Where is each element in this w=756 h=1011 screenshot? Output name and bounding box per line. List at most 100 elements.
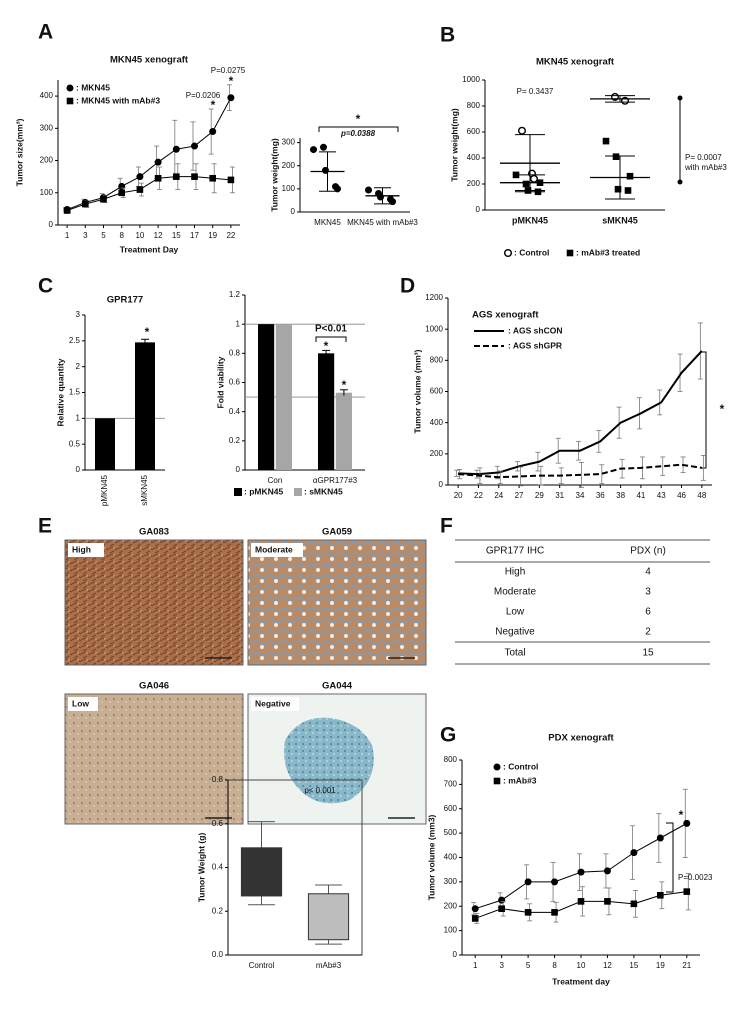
annotation: p=0.0388: [340, 129, 376, 138]
series-line: [66, 176, 231, 211]
marker: [524, 909, 532, 916]
series-line: [66, 97, 232, 210]
y-tick-label: 800: [430, 355, 444, 364]
y-tick-label: 800: [467, 101, 481, 110]
annotation: with mAb#3: [684, 163, 727, 172]
bracket-end: [677, 179, 683, 185]
y-tick-label: 1: [76, 413, 81, 422]
x-tick-label: 12: [154, 231, 163, 240]
marker: [577, 868, 585, 876]
y-tick-label: 500: [444, 828, 458, 837]
x-tick-label: 19: [656, 961, 665, 970]
marker: [172, 145, 180, 153]
x-tick-label: sMKN45: [140, 474, 149, 505]
marker: [227, 176, 235, 184]
marker: [227, 94, 235, 102]
marker: [136, 173, 144, 181]
marker: [209, 128, 217, 136]
y-tick-label: 200: [444, 901, 458, 910]
marker: [82, 200, 89, 208]
marker: [603, 867, 611, 875]
table-header: GPR177 IHC: [486, 546, 544, 557]
annotation: *: [324, 339, 329, 353]
label-box: [68, 697, 98, 711]
x-tick-label: 22: [474, 491, 483, 500]
legend-label: : mAb#3: [503, 775, 537, 785]
x-tick-label: sMKN45: [602, 215, 638, 225]
x-tick-label: 22: [226, 231, 235, 240]
x-tick-label: Control: [249, 961, 275, 970]
y-tick-label: 0: [76, 465, 81, 474]
marker: [624, 187, 632, 194]
series-line: [458, 350, 703, 476]
chart-title: MKN45 xenograft: [536, 57, 615, 68]
x-tick-label: 27: [515, 491, 524, 500]
panel-letter: F: [440, 515, 453, 538]
marker: [630, 900, 638, 908]
y-tick-label: 0: [236, 465, 241, 474]
marker: [612, 153, 620, 160]
marker: [136, 186, 144, 193]
y-tick-label: 300: [40, 123, 54, 132]
y-tick-label: 0.2: [212, 906, 224, 915]
x-tick-label: 1: [65, 231, 70, 240]
marker: [320, 143, 327, 151]
marker: [683, 888, 691, 895]
x-tick-label: 15: [172, 231, 181, 240]
y-axis-label: Fold viability: [215, 356, 225, 408]
y-tick-label: 300: [444, 877, 458, 886]
x-tick-label: 5: [101, 231, 106, 240]
panel-letter: B: [440, 24, 455, 47]
marker: [577, 898, 585, 905]
annotation: p< 0.001: [304, 786, 336, 795]
label-box: [251, 543, 303, 557]
panel-letter: A: [38, 21, 53, 44]
marker: [551, 909, 558, 916]
y-tick-label: 0.8: [229, 348, 241, 357]
y-axis-label: Relative quantity: [55, 358, 65, 426]
y-tick-label: 0.6: [212, 819, 224, 828]
marker: [66, 84, 74, 92]
tissue: [284, 717, 374, 804]
bar: [275, 324, 293, 470]
marker: [310, 146, 317, 154]
annotation: *: [342, 378, 347, 392]
marker: [209, 174, 216, 182]
annotation: P= 0.0007: [685, 153, 722, 162]
annotation: P=0.0023: [678, 873, 713, 882]
x-axis-label: Treatment day: [552, 976, 610, 986]
legend-label: : mAb#3 treated: [576, 247, 640, 257]
marker: [118, 189, 125, 197]
annotation: *: [145, 325, 150, 339]
y-tick-label: 600: [444, 804, 458, 813]
marker: [534, 188, 542, 196]
y-tick-label: 0: [453, 950, 458, 959]
image-grade: High: [72, 544, 91, 554]
y-tick-label: 100: [444, 926, 458, 935]
sig-bracket: [318, 126, 399, 132]
x-tick-label: 38: [616, 491, 625, 500]
table-cell: 3: [645, 587, 651, 598]
panel-letter: C: [38, 275, 53, 298]
marker: [530, 174, 539, 183]
y-tick-label: 400: [40, 91, 54, 100]
x-tick-label: 3: [499, 961, 504, 970]
bar: [335, 392, 353, 470]
marker: [493, 763, 501, 771]
legend-label: : AGS shGPR: [508, 340, 562, 350]
bar: [135, 342, 155, 470]
label-box: [251, 697, 299, 711]
series-line: [458, 463, 702, 479]
marker: [154, 158, 162, 166]
panel-letter: E: [38, 515, 52, 538]
image-grade: Low: [72, 698, 89, 708]
x-tick-label: mAb#3: [316, 961, 342, 970]
y-tick-label: 200: [40, 156, 54, 165]
x-tick-label: 10: [577, 961, 586, 970]
sig-bracket: [666, 822, 674, 893]
y-tick-label: 0.8: [212, 775, 224, 784]
y-tick-label: 1200: [425, 293, 443, 302]
marker: [602, 137, 610, 145]
table-header: PDX (n): [630, 546, 666, 557]
annotation: P=0.0275: [211, 66, 246, 75]
